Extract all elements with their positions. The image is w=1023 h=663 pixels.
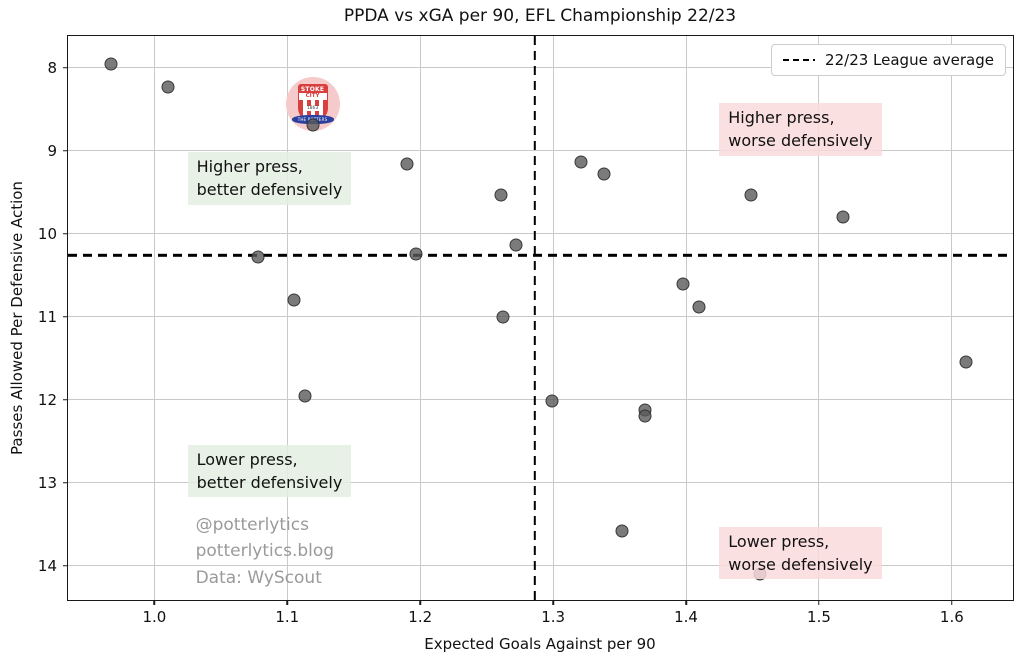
x-axis-label: Expected Goals Against per 90 <box>424 635 656 653</box>
x-tick-mark <box>419 600 421 605</box>
data-point <box>400 157 414 171</box>
data-point <box>545 394 559 408</box>
x-tick-mark <box>818 600 820 605</box>
quadrant-label-lower-press-worse: Lower press, worse defensively <box>719 526 882 580</box>
gridline-x <box>818 36 820 600</box>
gridline-y <box>68 399 1013 401</box>
gridline-x <box>153 36 155 600</box>
league-average-ppda-line <box>68 254 1013 257</box>
x-tick-label: 1.0 <box>142 608 167 626</box>
y-tick-mark <box>63 565 68 567</box>
data-point <box>104 57 118 71</box>
chart-title: PPDA vs xGA per 90, EFL Championship 22/… <box>343 6 737 26</box>
y-tick-mark <box>63 66 68 69</box>
quadrant-label-higher-press-better: Higher press, better defensively <box>187 152 352 205</box>
data-point <box>692 300 706 314</box>
data-point <box>959 355 973 369</box>
y-tick-label: 14 <box>37 556 57 575</box>
x-tick-mark <box>153 600 156 605</box>
data-point <box>287 293 301 307</box>
gridline-y <box>68 482 1013 484</box>
gridline-x <box>419 36 421 600</box>
stoke-crest-shield: STOKE CITY 1863 <box>297 84 328 122</box>
y-tick-label: 12 <box>37 390 57 409</box>
data-point <box>494 188 508 202</box>
data-point <box>615 524 629 538</box>
x-tick-label: 1.3 <box>541 608 566 626</box>
gridline-y <box>68 316 1013 318</box>
data-point <box>744 188 758 202</box>
y-tick-mark <box>63 316 68 318</box>
y-tick-label: 11 <box>37 307 57 326</box>
watermark: @potterlytics potterlytics.blog Data: Wy… <box>195 514 335 588</box>
x-tick-label: 1.1 <box>275 608 300 626</box>
y-tick-mark <box>63 232 68 235</box>
y-tick-label: 8 <box>47 58 57 77</box>
gridline-x <box>951 36 953 600</box>
gridline-y <box>68 67 1013 69</box>
y-tick-mark <box>63 149 68 152</box>
x-tick-label: 1.4 <box>674 608 698 626</box>
stoke-crest-city: CITY <box>298 93 327 101</box>
data-point <box>574 155 588 169</box>
data-point <box>496 310 510 324</box>
data-point <box>638 409 652 423</box>
gridline-x <box>552 36 554 600</box>
league-average-xga-line <box>533 36 536 600</box>
dashed-line-icon <box>783 58 816 62</box>
data-point <box>409 247 423 261</box>
data-point <box>509 238 523 252</box>
x-tick-label: 1.6 <box>939 608 964 626</box>
x-tick-mark <box>951 600 953 605</box>
y-tick-mark <box>63 482 68 484</box>
quadrant-label-higher-press-worse: Higher press, worse defensively <box>719 103 882 156</box>
gridline-y <box>68 233 1013 235</box>
data-point <box>676 277 690 291</box>
x-tick-mark <box>685 600 687 605</box>
x-tick-mark <box>286 600 289 605</box>
x-tick-mark <box>552 600 554 605</box>
data-point <box>836 210 850 224</box>
x-tick-label: 1.2 <box>408 608 433 626</box>
y-tick-label: 9 <box>47 141 57 160</box>
y-tick-mark <box>63 399 68 401</box>
plot-area: STOKE CITY 1863 THE POTTERS 22/23 League… <box>38 35 1014 626</box>
legend-label: 22/23 League average <box>825 51 994 69</box>
data-point <box>597 167 611 181</box>
gridline-y <box>68 565 1013 567</box>
gridline-x <box>286 36 288 600</box>
data-point <box>161 80 175 94</box>
x-tick-label: 1.5 <box>807 608 831 626</box>
gridline-x <box>685 36 687 600</box>
data-point <box>306 118 320 132</box>
stoke-crest-year: 1863 <box>305 106 320 112</box>
data-point <box>251 250 265 264</box>
y-tick-label: 13 <box>37 473 57 492</box>
quadrant-label-lower-press-better: Lower press, better defensively <box>187 444 352 498</box>
legend: 22/23 League average <box>771 44 1006 76</box>
stoke-crest-name: STOKE <box>298 85 327 94</box>
y-tick-label: 10 <box>37 224 57 243</box>
gridline-y <box>68 150 1013 152</box>
data-point <box>298 389 312 403</box>
y-axis-label: Passes Allowed Per Defensive Action <box>8 181 26 455</box>
